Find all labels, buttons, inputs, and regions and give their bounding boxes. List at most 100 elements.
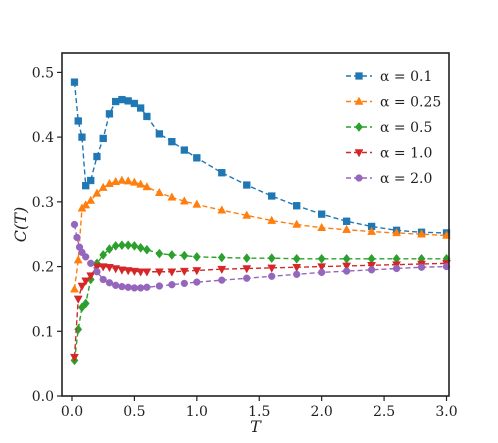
data-point (367, 253, 376, 264)
x-tick-label: 1.0 (186, 404, 208, 420)
data-point (318, 210, 326, 218)
series-2 (70, 240, 451, 366)
data-point (193, 278, 201, 286)
data-point (179, 196, 189, 205)
data-point (317, 222, 327, 231)
data-point (99, 250, 108, 260)
data-point (193, 154, 201, 162)
legend-label: α = 0.1 (380, 69, 432, 85)
legend: α = 0.1 α = 0.25 α = 0.5 α = 1.0 α = 2.0 (346, 69, 441, 187)
data-point (92, 263, 102, 272)
data-point (367, 266, 376, 274)
x-tick-label: 3.0 (435, 404, 457, 420)
data-point (70, 284, 79, 293)
data-point (99, 275, 107, 284)
data-point (124, 240, 133, 251)
data-point (417, 229, 426, 238)
data-point (98, 263, 108, 272)
data-point (143, 283, 151, 291)
data-point (70, 78, 79, 86)
series-line (73, 262, 447, 358)
data-point (154, 187, 164, 197)
data-point (217, 205, 227, 214)
data-point (268, 192, 276, 200)
data-point (243, 274, 251, 282)
y-tick-label: 0.2 (32, 260, 54, 276)
legend-entry: α = 2.0 (346, 171, 432, 187)
data-point (73, 295, 83, 304)
data-point (123, 176, 133, 185)
data-point (105, 263, 114, 273)
data-point (167, 268, 177, 277)
data-point (123, 267, 133, 276)
series-4 (70, 220, 451, 292)
y-tick-label: 0.3 (32, 195, 54, 211)
data-point (112, 97, 120, 106)
data-point (129, 177, 139, 186)
data-point (168, 138, 176, 146)
data-point (93, 152, 101, 161)
data-point (136, 179, 146, 188)
data-point (136, 104, 145, 112)
data-point (81, 298, 90, 309)
data-point (292, 219, 302, 228)
legend-marker (355, 122, 363, 132)
data-point (292, 263, 302, 273)
data-point (268, 272, 276, 280)
x-tick-label: 2.0 (311, 404, 333, 420)
x-axis-label: T (250, 417, 262, 436)
data-point (267, 264, 277, 273)
y-tick-label: 0.1 (32, 324, 54, 340)
legend-marker (354, 96, 364, 105)
series-3 (70, 260, 451, 363)
data-point (105, 279, 114, 287)
series-line (73, 82, 447, 234)
data-point (78, 133, 86, 141)
data-point (111, 265, 121, 274)
data-point (167, 192, 177, 201)
data-point (74, 324, 83, 335)
data-point (136, 268, 146, 277)
data-point (124, 97, 132, 105)
data-point (180, 146, 188, 154)
data-point (267, 215, 277, 224)
data-point (392, 227, 401, 237)
data-point (242, 253, 251, 264)
y-tick-label: 0.5 (32, 65, 54, 81)
x-tick-label: 0.5 (123, 404, 145, 420)
data-point (180, 250, 189, 261)
data-point (130, 99, 139, 108)
data-point (130, 240, 139, 251)
data-point (155, 130, 164, 138)
data-point (136, 242, 145, 253)
data-point (99, 134, 107, 143)
data-point (367, 226, 377, 235)
legend-label: α = 0.5 (380, 120, 432, 136)
data-point (293, 202, 301, 210)
data-point (129, 267, 139, 277)
data-point (92, 188, 102, 197)
data-point (154, 268, 164, 277)
series-line (73, 224, 447, 289)
data-point (112, 281, 120, 289)
legend-label: α = 1.0 (380, 146, 432, 162)
plot-frame (61, 52, 450, 397)
data-point (417, 263, 426, 271)
y-axis-label: C(T) (11, 207, 30, 242)
data-point (124, 283, 132, 291)
series-line (73, 179, 447, 290)
data-point (74, 117, 82, 125)
data-point (117, 175, 127, 184)
data-point (192, 199, 202, 208)
legend-entry: α = 0.5 (346, 120, 432, 136)
data-point (82, 182, 90, 190)
data-point (70, 353, 79, 363)
data-point (367, 262, 377, 271)
data-point (142, 182, 152, 191)
data-point (86, 272, 96, 281)
data-point (392, 264, 401, 273)
legend-marker (354, 149, 364, 158)
series-layer (70, 78, 451, 366)
data-point (342, 224, 352, 233)
